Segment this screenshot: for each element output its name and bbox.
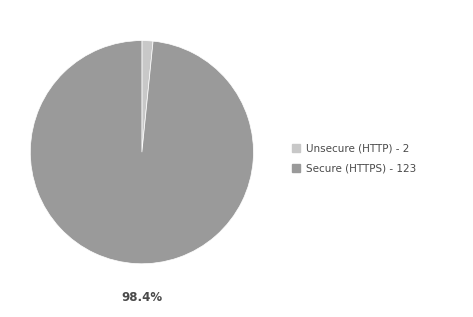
Text: 98.4%: 98.4%	[122, 291, 162, 304]
Wedge shape	[30, 41, 254, 264]
Wedge shape	[142, 41, 153, 152]
Legend: Unsecure (HTTP) - 2, Secure (HTTPS) - 123: Unsecure (HTTP) - 2, Secure (HTTPS) - 12…	[289, 141, 419, 176]
